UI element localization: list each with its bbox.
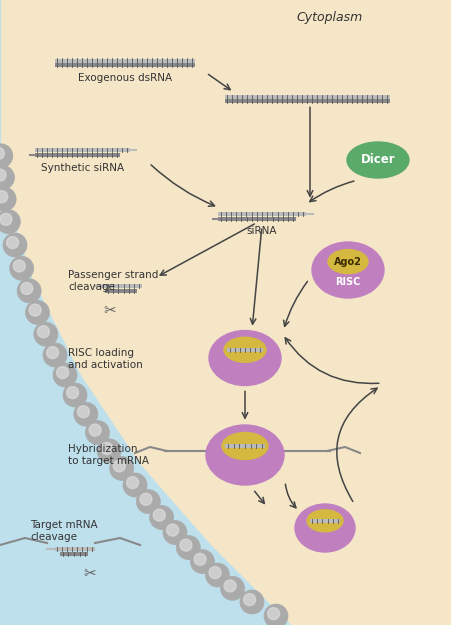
Ellipse shape — [306, 510, 342, 532]
Ellipse shape — [346, 142, 408, 178]
Bar — [217, 212, 305, 216]
Bar — [227, 348, 262, 352]
Circle shape — [89, 424, 101, 436]
Circle shape — [63, 383, 87, 407]
Circle shape — [0, 213, 12, 225]
Circle shape — [25, 301, 50, 324]
Circle shape — [66, 387, 78, 399]
Text: Ago2: Ago2 — [333, 257, 361, 267]
Text: Synthetic siRNA: Synthetic siRNA — [41, 163, 124, 173]
Circle shape — [85, 421, 109, 444]
Circle shape — [56, 367, 69, 379]
Ellipse shape — [208, 331, 281, 386]
Ellipse shape — [206, 425, 283, 485]
Bar — [60, 552, 88, 556]
Circle shape — [243, 594, 255, 606]
Circle shape — [166, 524, 178, 536]
Circle shape — [0, 144, 13, 168]
Circle shape — [123, 473, 147, 497]
Text: ✂: ✂ — [103, 303, 116, 318]
Ellipse shape — [311, 242, 383, 298]
Circle shape — [179, 539, 192, 551]
Circle shape — [0, 191, 8, 202]
Circle shape — [37, 326, 49, 338]
Circle shape — [74, 402, 97, 426]
Ellipse shape — [224, 338, 265, 362]
Text: Dicer: Dicer — [360, 154, 395, 166]
Ellipse shape — [221, 432, 267, 459]
Bar — [35, 148, 130, 152]
Bar — [55, 59, 194, 63]
Circle shape — [0, 166, 14, 189]
Circle shape — [163, 521, 187, 544]
Circle shape — [3, 233, 27, 257]
Ellipse shape — [327, 249, 367, 274]
Bar — [225, 95, 389, 99]
Text: Exogenous dsRNA: Exogenous dsRNA — [78, 73, 172, 83]
Circle shape — [149, 506, 173, 529]
Bar — [100, 284, 142, 288]
Circle shape — [53, 363, 77, 387]
Circle shape — [113, 460, 125, 472]
Text: ✂: ✂ — [83, 566, 96, 581]
Text: Target mRNA
cleavage: Target mRNA cleavage — [30, 520, 97, 542]
Text: Hybridization
to target mRNA: Hybridization to target mRNA — [68, 444, 149, 466]
Bar — [225, 99, 389, 103]
Circle shape — [46, 347, 59, 359]
Bar — [35, 153, 120, 157]
Circle shape — [97, 439, 121, 463]
Circle shape — [224, 580, 235, 592]
Circle shape — [267, 608, 279, 619]
Circle shape — [263, 604, 287, 625]
Circle shape — [7, 237, 18, 249]
Bar — [225, 444, 264, 448]
Circle shape — [136, 489, 160, 514]
Circle shape — [193, 553, 206, 565]
Circle shape — [17, 279, 41, 303]
Circle shape — [209, 567, 221, 579]
Circle shape — [140, 493, 152, 505]
Circle shape — [43, 343, 67, 367]
Circle shape — [110, 456, 133, 481]
Text: siRNA: siRNA — [246, 226, 276, 236]
Bar — [55, 547, 95, 551]
Bar — [309, 519, 340, 522]
Circle shape — [29, 304, 41, 316]
Circle shape — [0, 148, 5, 159]
Circle shape — [126, 477, 138, 489]
Circle shape — [77, 406, 89, 418]
Circle shape — [21, 282, 32, 294]
Circle shape — [153, 509, 165, 521]
Text: Cytoplasm: Cytoplasm — [296, 11, 362, 24]
Circle shape — [0, 187, 16, 211]
Circle shape — [0, 209, 20, 234]
Circle shape — [239, 590, 263, 614]
Circle shape — [190, 549, 214, 574]
Bar — [105, 289, 137, 293]
Circle shape — [176, 536, 200, 559]
Text: RISC: RISC — [335, 278, 360, 288]
Bar — [217, 217, 295, 221]
Ellipse shape — [295, 504, 354, 552]
Circle shape — [101, 442, 112, 454]
Circle shape — [9, 256, 33, 281]
Text: Passenger strand
cleavage: Passenger strand cleavage — [68, 270, 158, 292]
Circle shape — [220, 576, 244, 601]
Circle shape — [0, 169, 6, 181]
Circle shape — [205, 563, 229, 587]
Text: RISC loading
and activation: RISC loading and activation — [68, 348, 143, 369]
Circle shape — [13, 260, 25, 272]
Bar — [55, 63, 194, 67]
Circle shape — [34, 322, 58, 346]
Polygon shape — [0, 0, 290, 625]
